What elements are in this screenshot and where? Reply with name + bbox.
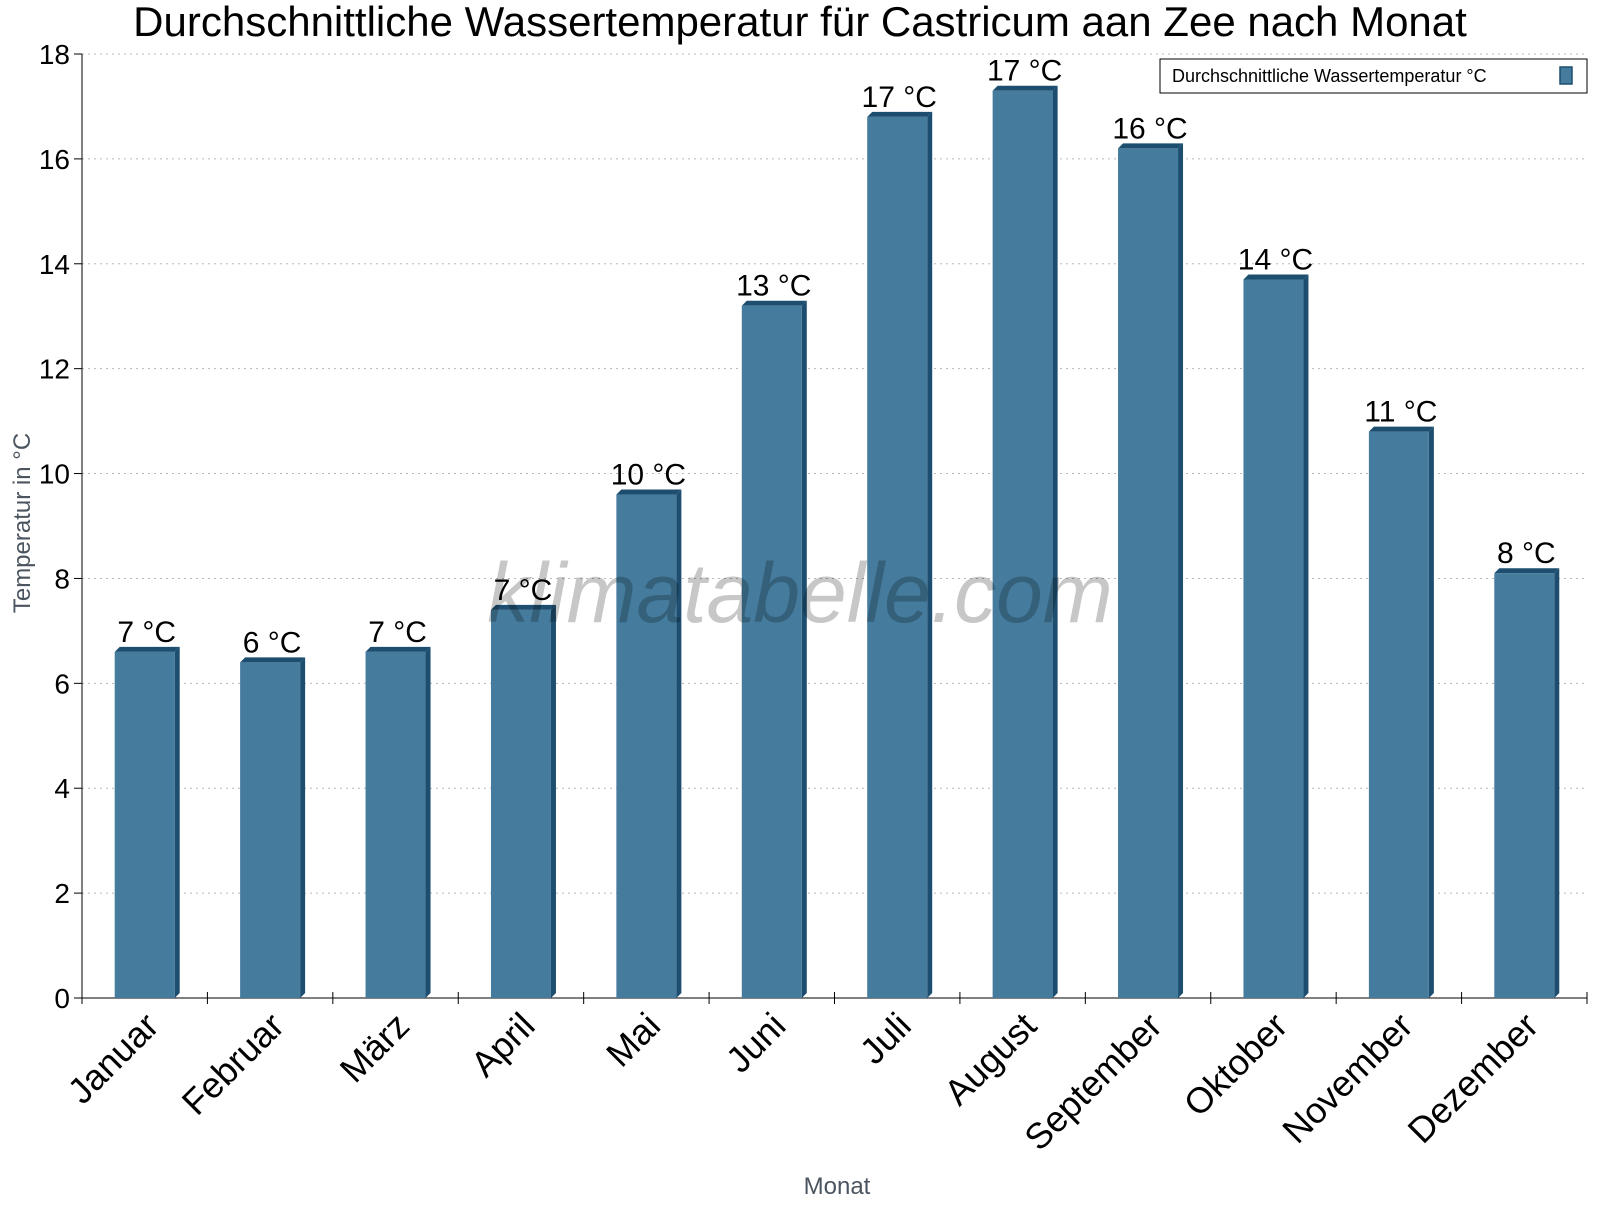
bar-side xyxy=(1303,274,1309,998)
bar-november[interactable] xyxy=(1368,426,1434,999)
bar-front xyxy=(992,90,1053,998)
bar-side xyxy=(174,646,180,998)
x-tick-label: August xyxy=(936,1005,1044,1113)
legend-swatch xyxy=(1559,66,1573,85)
bar-september[interactable] xyxy=(1118,143,1184,998)
x-tick-label: Oktober xyxy=(1176,1005,1296,1125)
y-tick-label: 16 xyxy=(39,144,70,175)
bar-top xyxy=(1243,274,1309,280)
x-tick-label: März xyxy=(332,1005,418,1091)
bar-oktober[interactable] xyxy=(1243,274,1309,998)
bar-front xyxy=(1243,279,1304,998)
bar-side xyxy=(1428,426,1434,999)
bar-side xyxy=(425,646,431,998)
x-tick-label: Juli xyxy=(852,1005,919,1072)
bar-side xyxy=(801,300,807,998)
bar-front xyxy=(741,305,802,998)
x-tick-label: September xyxy=(1016,1005,1170,1159)
bar-front xyxy=(1494,573,1555,998)
y-axis: 0 2 4 6 8 10 12 14 16 18 xyxy=(39,39,83,1014)
y-tick-label: 14 xyxy=(39,249,70,280)
bar-side xyxy=(1178,143,1184,998)
bar-mai[interactable] xyxy=(616,489,682,998)
y-tick-label: 8 xyxy=(54,563,70,594)
y-axis-title: Temperatur in °C xyxy=(9,433,36,613)
bar-side xyxy=(676,489,682,998)
x-axis-title: Monat xyxy=(804,1173,871,1200)
y-tick-label: 10 xyxy=(39,459,70,490)
bar-februar[interactable] xyxy=(240,657,306,998)
data-label: 7 °C xyxy=(494,574,553,607)
y-tick-label: 4 xyxy=(54,773,70,804)
bar-juni[interactable] xyxy=(741,300,807,998)
x-tick-label: April xyxy=(463,1005,543,1085)
data-label: 17 °C xyxy=(862,81,937,114)
data-label: 11 °C xyxy=(1364,396,1437,429)
data-label: 7 °C xyxy=(368,616,427,649)
bar-top xyxy=(240,657,306,663)
bar-august[interactable] xyxy=(992,85,1058,998)
bar-top xyxy=(992,85,1058,91)
data-label: 6 °C xyxy=(243,626,302,659)
y-tick-label: 6 xyxy=(54,668,70,699)
bars xyxy=(114,85,1560,999)
watermark-text: klimatabelle.com xyxy=(487,546,1113,640)
bar-front xyxy=(114,651,175,998)
bar-side xyxy=(927,111,933,998)
bar-side xyxy=(1554,568,1560,998)
bar-top xyxy=(365,646,431,652)
data-label: 14 °C xyxy=(1238,244,1313,277)
bar-front xyxy=(1368,431,1429,999)
bar-top xyxy=(1494,568,1560,574)
x-axis: Januar Februar März April Mai Juni Juli AugustS… xyxy=(60,992,1588,1159)
data-label: 10 °C xyxy=(611,459,686,492)
x-tick-label: Juni xyxy=(718,1005,794,1081)
bar-top xyxy=(741,300,807,306)
bar-top xyxy=(490,604,556,610)
bar-top xyxy=(1368,426,1434,432)
bar-front xyxy=(490,609,551,998)
x-tick-label: November xyxy=(1274,1005,1420,1151)
bar-märz[interactable] xyxy=(365,646,431,998)
x-tick-label: Dezember xyxy=(1400,1005,1546,1151)
bar-side xyxy=(1052,85,1058,998)
bar-juli[interactable] xyxy=(867,111,933,998)
y-tick-label: 0 xyxy=(54,983,70,1014)
legend-box xyxy=(1159,58,1588,94)
x-tick-label: Januar xyxy=(60,1005,167,1112)
data-label: 7 °C xyxy=(117,616,176,649)
bar-top xyxy=(616,489,682,495)
bar-front xyxy=(240,662,301,998)
bar-front xyxy=(1118,148,1179,998)
y-tick-label: 2 xyxy=(54,878,70,909)
chart-title: Durchschnittliche Wassertemperatur für C… xyxy=(133,0,1467,45)
bar-top xyxy=(867,111,933,117)
bar-januar[interactable] xyxy=(114,646,180,998)
data-label: 17 °C xyxy=(987,55,1062,88)
data-label: 16 °C xyxy=(1112,112,1187,145)
bar-side xyxy=(300,657,306,998)
bar-front xyxy=(867,116,928,998)
data-label: 13 °C xyxy=(736,270,811,303)
data-labels: 7 °C 6 °C 7 °C 7 °C 10 °C 13 °C 17 °C 17 °C 16 °… xyxy=(117,55,1555,660)
bar-front xyxy=(616,494,677,998)
y-tick-label: 12 xyxy=(39,354,70,385)
data-label: 8 °C xyxy=(1497,537,1556,570)
bar-april[interactable] xyxy=(490,604,556,998)
x-tick-label: Februar xyxy=(174,1005,292,1123)
bar-dezember[interactable] xyxy=(1494,568,1560,998)
bar-side xyxy=(550,604,556,998)
bar-front xyxy=(365,651,426,998)
bar-top xyxy=(1118,143,1184,149)
y-tick-label: 18 xyxy=(39,39,70,70)
gridlines xyxy=(82,53,1587,894)
legend-label: Durchschnittliche Wassertemperatur °C xyxy=(1172,66,1487,86)
x-tick-label: Mai xyxy=(598,1005,668,1075)
bar-top xyxy=(114,646,180,652)
legend[interactable]: Durchschnittliche Wassertemperatur °C xyxy=(1159,58,1588,94)
